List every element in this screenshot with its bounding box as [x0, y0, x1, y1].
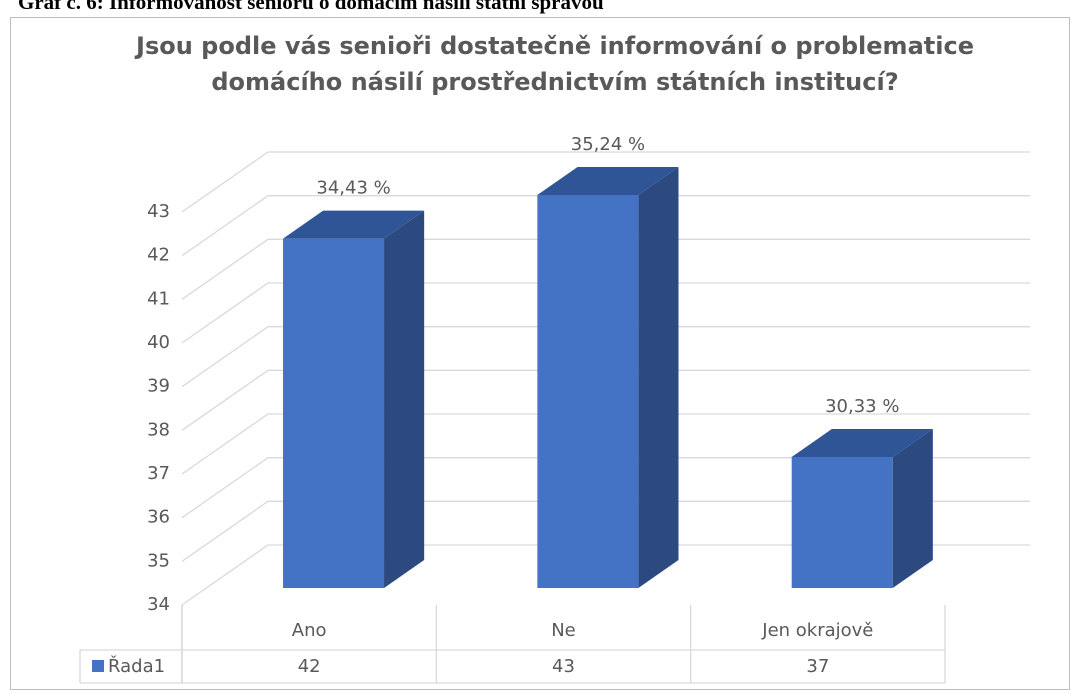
- caption: Graf č. 6: Informovanost seniorů o domác…: [18, 0, 604, 14]
- table-value: 42: [298, 656, 321, 677]
- y-tick-label: 40: [147, 332, 170, 353]
- y-tick-label: 37: [147, 463, 170, 484]
- bar-top: [791, 429, 933, 457]
- grid-line: [181, 151, 1030, 213]
- annotation: 30,33 %: [825, 396, 899, 417]
- grid-line: [181, 413, 1030, 475]
- grid-line: [181, 282, 1030, 344]
- chart-title: Jsou podle vás senioři dostatečně inform…: [136, 32, 974, 96]
- y-tick-label: 35: [147, 550, 170, 571]
- x-tick-label: Jen okrajově: [761, 620, 873, 641]
- table-value: 43: [552, 656, 575, 677]
- bar: [283, 238, 385, 588]
- grid-line: [181, 195, 1030, 257]
- x-tick-label: Ano: [292, 620, 327, 641]
- grid-line: [181, 326, 1030, 388]
- grid-line: [181, 457, 1030, 519]
- table-value: 37: [806, 656, 829, 677]
- y-tick-label: 34: [147, 594, 170, 615]
- grid-line: [181, 238, 1030, 300]
- y-tick-label: 36: [147, 507, 170, 528]
- bar-side: [638, 167, 679, 588]
- grid-line: [181, 544, 1030, 606]
- bar-side: [892, 429, 933, 588]
- bar-top: [537, 167, 679, 195]
- y-tick-label: 38: [147, 419, 170, 440]
- y-tick-label: 41: [147, 288, 170, 309]
- bar-side: [384, 210, 425, 588]
- legend-label: Řada1: [108, 655, 165, 677]
- legend-swatch: [92, 660, 104, 672]
- annotation: 35,24 %: [571, 134, 645, 155]
- y-tick-label: 39: [147, 376, 170, 397]
- grid-line: [181, 369, 1030, 431]
- bar: [537, 195, 639, 588]
- bar: [791, 457, 893, 588]
- bar-top: [283, 210, 425, 239]
- grid-line: [181, 500, 1030, 562]
- y-tick-label: 43: [147, 201, 170, 222]
- annotation: 34,43 %: [316, 178, 390, 199]
- y-tick-label: 42: [147, 245, 170, 266]
- chart-frame: [10, 17, 1070, 690]
- x-tick-label: Ne: [551, 620, 576, 641]
